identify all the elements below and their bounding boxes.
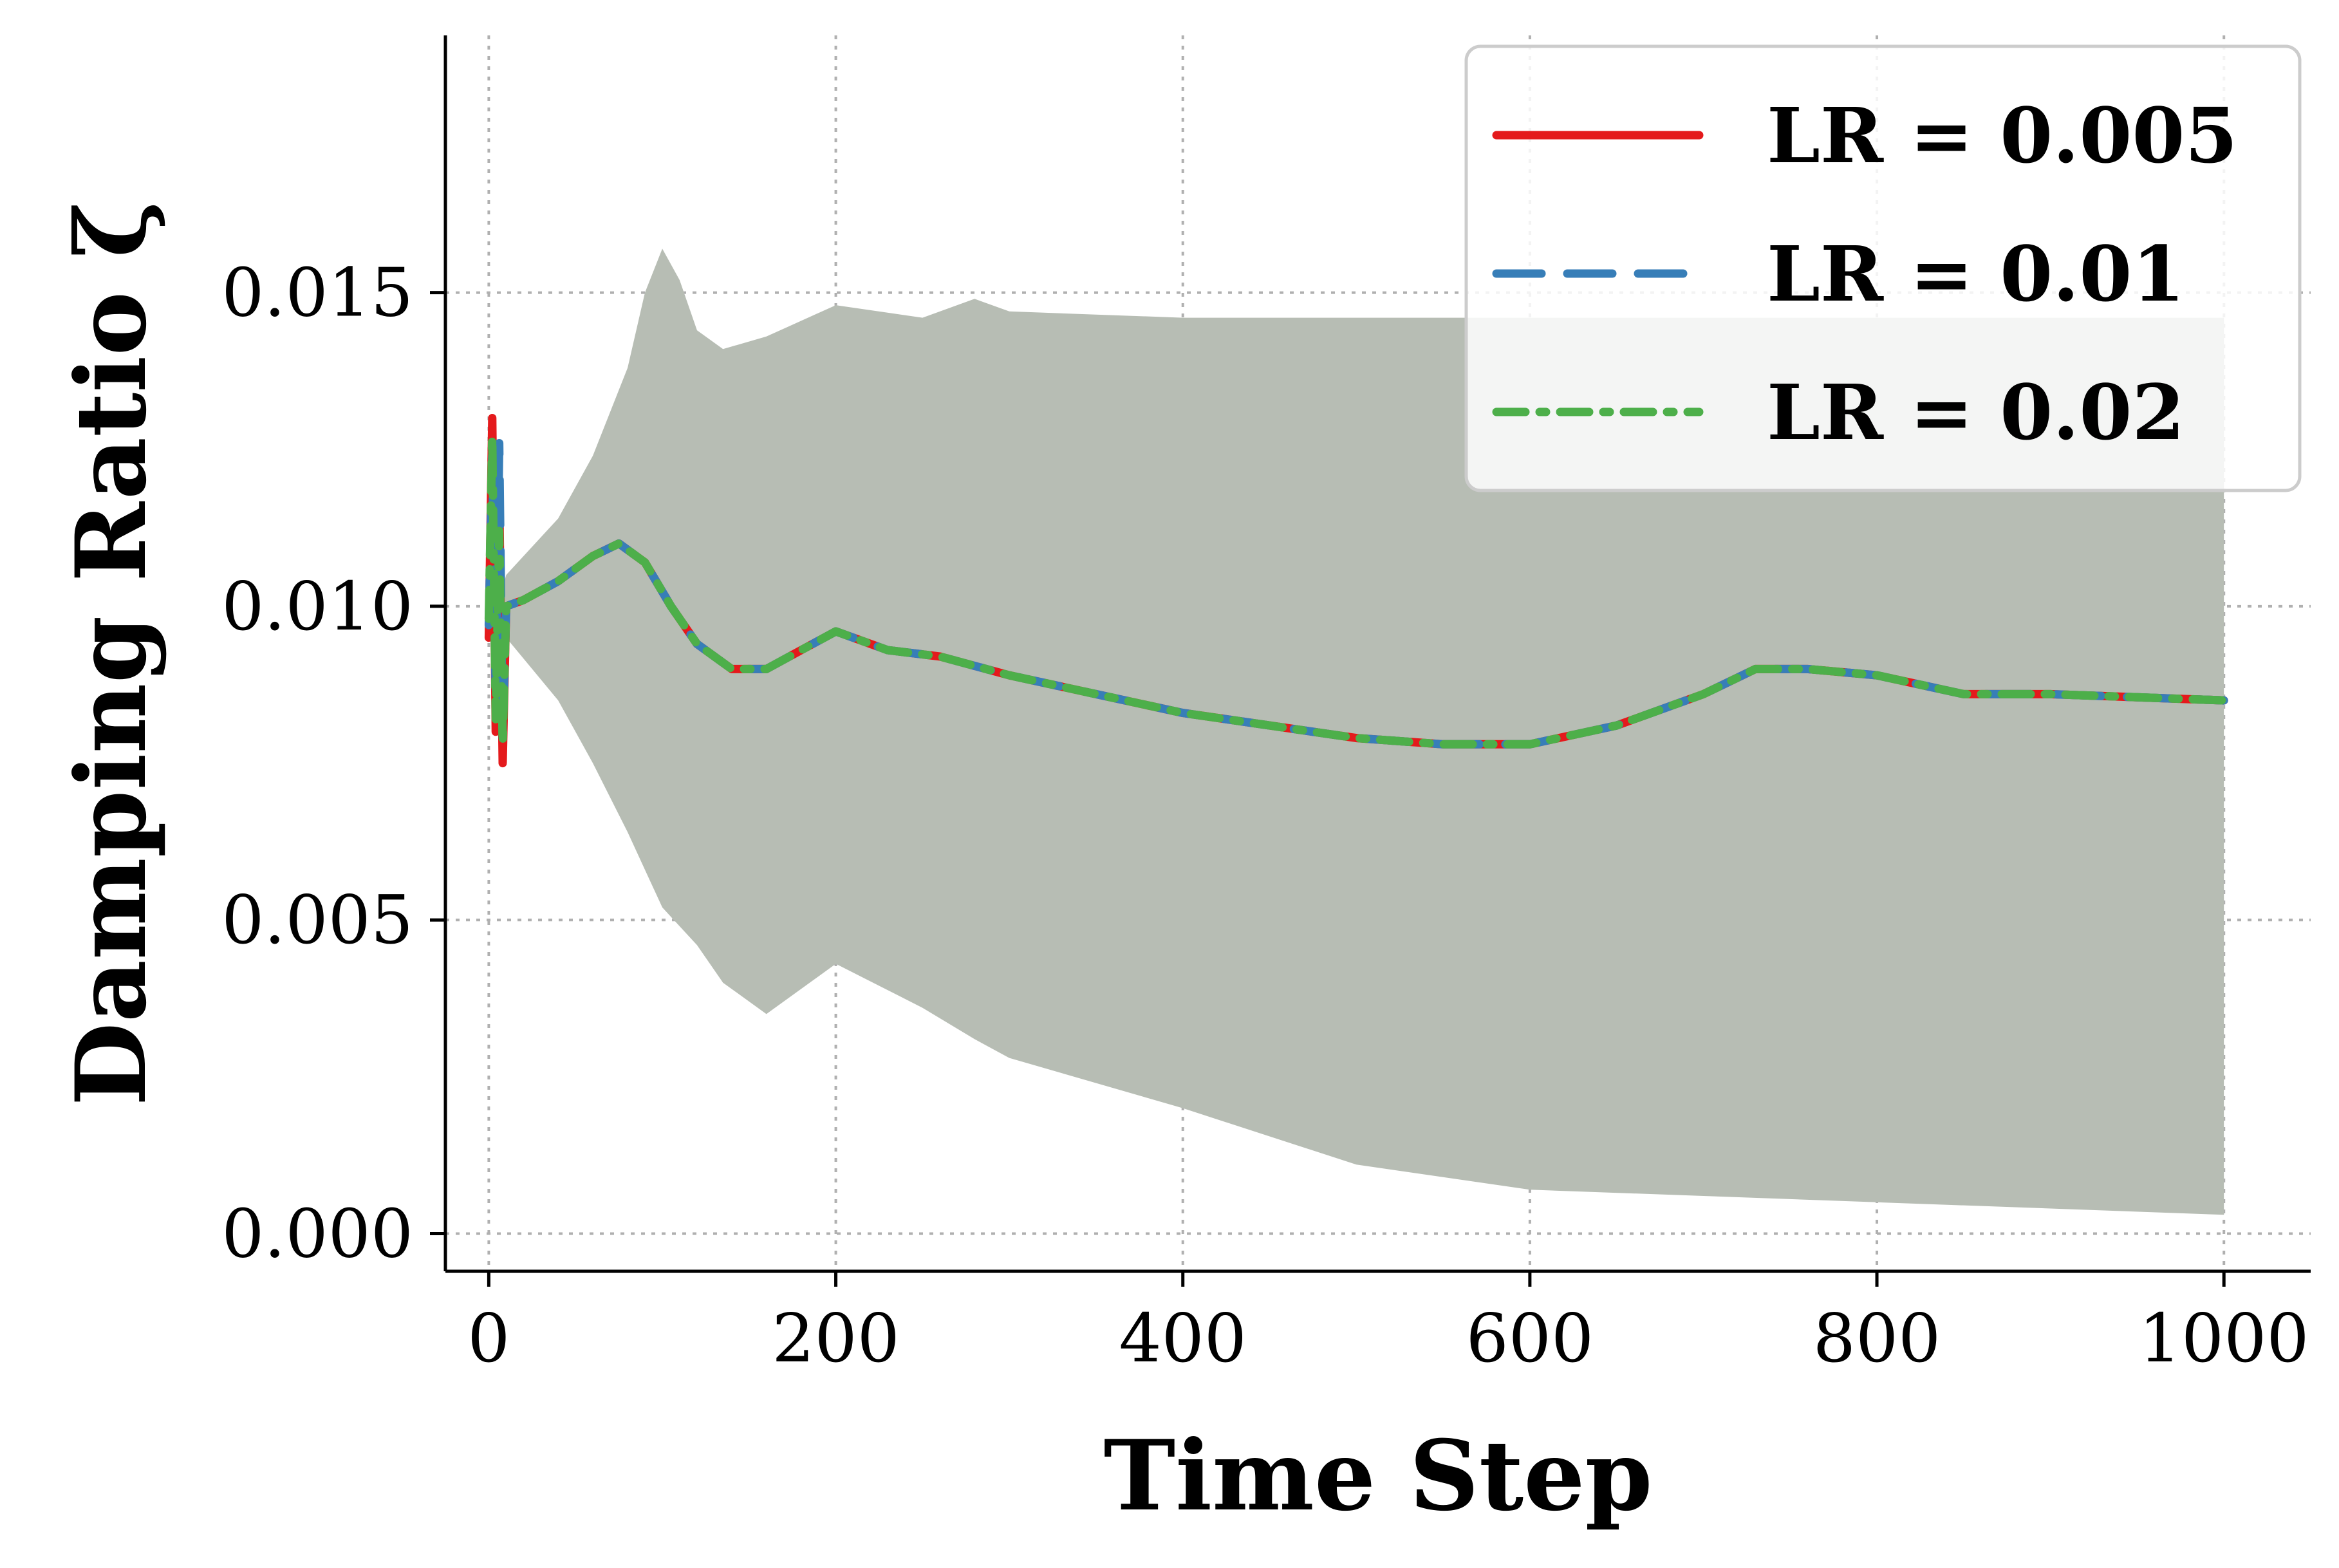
x-tick-label: 800 [1813, 1299, 1941, 1377]
y-tick-label: 0.000 [221, 1195, 413, 1273]
axes [443, 35, 2311, 1273]
legend: LR = 0.005 LR = 0.01 LR = 0.02 [1464, 44, 2302, 492]
x-axis-title: Time Step [1104, 1419, 1653, 1533]
ticks: 0 200 400 600 800 1000 0.000 0.005 0.010 0.015 [221, 254, 2309, 1377]
x-tick-label: 600 [1466, 1299, 1594, 1377]
y-tick-label: 0.010 [221, 567, 413, 646]
legend-box [1464, 44, 2302, 492]
legend-label-1: LR = 0.005 [1767, 91, 2238, 180]
legend-label-3: LR = 0.02 [1767, 368, 2185, 457]
series-line-3 [484, 433, 2228, 749]
x-tick-label: 400 [1119, 1299, 1247, 1377]
x-tick-label: 0 [467, 1299, 510, 1377]
y-tick-label: 0.005 [221, 881, 413, 959]
y-axis-title: Damping Ratio ζ [55, 201, 168, 1106]
y-tick-label: 0.015 [221, 254, 413, 332]
series-lines [484, 414, 2228, 768]
legend-label-2: LR = 0.01 [1767, 229, 2185, 319]
x-tick-label: 200 [772, 1299, 900, 1377]
x-tick-label: 1000 [2139, 1299, 2309, 1377]
